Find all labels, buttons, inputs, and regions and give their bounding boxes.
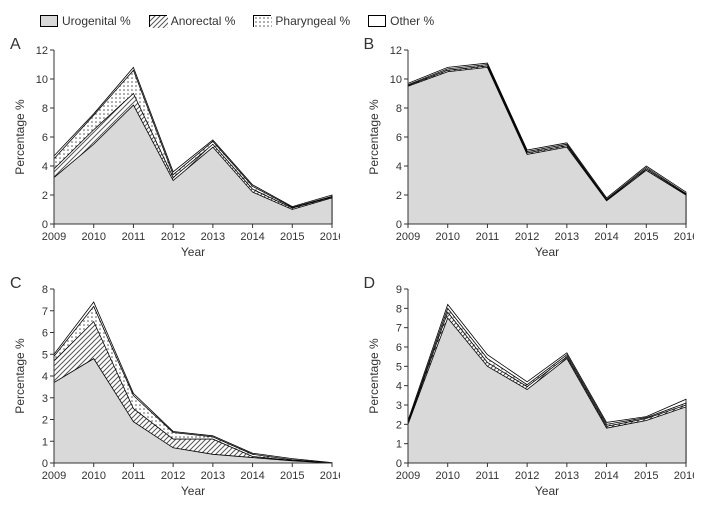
svg-text:12: 12 [389,45,401,57]
panel-label-B: B [364,36,375,54]
svg-text:Percentage %: Percentage % [13,99,27,175]
svg-text:2014: 2014 [240,470,264,482]
svg-text:2010: 2010 [81,470,105,482]
svg-text:2014: 2014 [594,231,618,243]
svg-text:0: 0 [395,219,401,231]
svg-text:3: 3 [395,400,401,412]
chart-grid: A 02468101220092010201120122013201420152… [10,36,699,501]
svg-text:Year: Year [534,245,558,259]
panel-D: D 0 1 2 3 4 5 6 7 8 9 2009 2010 2011 2012 2013 2014 2015… [364,275,700,502]
svg-text:4: 4 [395,161,401,173]
chart-A: 0 2 4 6 8 10 12 2009 2010 2011 2012 2013 2014 2015 201… [10,36,340,260]
chart-B: 0 2 4 6 8 10 12 2009 2010 2011 2012 2013 2014 2015 201… [364,36,694,260]
svg-text:8: 8 [395,103,401,115]
swatch-anorectal [149,15,167,27]
panel-A: A 0 2 4 6 8 10 12 2009 2010 2011 2012 2013 2014 2015 2… [10,36,346,263]
legend-item-anorectal: Anorectal % [149,14,236,28]
svg-text:6: 6 [395,342,401,354]
svg-text:2013: 2013 [554,231,578,243]
legend-item-other: Other % [368,14,434,28]
svg-text:2012: 2012 [514,470,538,482]
svg-text:2016: 2016 [673,470,693,482]
svg-text:7: 7 [395,322,401,334]
chart-D: 0 1 2 3 4 5 6 7 8 9 2009 2010 2011 2012 2013 2014 2015 20… [364,275,694,499]
svg-text:2012: 2012 [514,231,538,243]
svg-text:8: 8 [42,103,48,115]
svg-text:1: 1 [395,438,401,450]
svg-text:4: 4 [42,161,48,173]
svg-text:Percentage %: Percentage % [367,337,381,413]
svg-text:5: 5 [395,361,401,373]
swatch-urogenital [40,15,58,27]
svg-text:Percentage %: Percentage % [13,337,27,413]
svg-text:2011: 2011 [475,231,499,243]
panel-B: B 0 2 4 6 8 10 12 2009 2010 2011 2012 2013 2014 2015 2… [364,36,700,263]
svg-text:8: 8 [42,284,48,296]
svg-text:2012: 2012 [161,231,185,243]
legend-label: Other % [390,14,434,28]
panel-label-C: C [10,275,22,293]
svg-text:10: 10 [36,74,48,86]
svg-text:2016: 2016 [320,231,340,243]
svg-text:7: 7 [42,305,48,317]
svg-text:8: 8 [395,303,401,315]
svg-text:Year: Year [534,484,558,498]
svg-text:0: 0 [395,458,401,470]
svg-text:2009: 2009 [395,470,419,482]
svg-text:2013: 2013 [201,470,225,482]
svg-text:4: 4 [395,380,401,392]
svg-text:2012: 2012 [161,470,185,482]
svg-text:2015: 2015 [634,470,658,482]
svg-text:0: 0 [42,219,48,231]
svg-text:2014: 2014 [240,231,264,243]
svg-text:2014: 2014 [594,470,618,482]
panel-label-D: D [364,275,376,293]
svg-text:2010: 2010 [81,231,105,243]
legend-item-pharyngeal: Pharyngeal % [253,14,350,28]
panel-C: C 0 1 2 3 4 5 6 7 8 2009 2010 2011 2012 2013 2014 2015 2… [10,275,346,502]
legend-item-urogenital: Urogenital % [40,14,131,28]
swatch-pharyngeal [253,15,271,27]
svg-text:2016: 2016 [673,231,693,243]
swatch-other [368,15,386,27]
legend-label: Pharyngeal % [275,14,350,28]
svg-text:5: 5 [42,349,48,361]
svg-text:2: 2 [42,414,48,426]
svg-text:2009: 2009 [42,470,66,482]
svg-text:2: 2 [42,190,48,202]
chart-C: 0 1 2 3 4 5 6 7 8 2009 2010 2011 2012 2013 2014 2015 201… [10,275,340,499]
svg-text:2015: 2015 [280,470,304,482]
svg-text:2013: 2013 [201,231,225,243]
svg-text:0: 0 [42,458,48,470]
svg-text:4: 4 [42,371,48,383]
svg-text:Percentage %: Percentage % [367,99,381,175]
svg-text:9: 9 [395,284,401,296]
svg-text:2015: 2015 [280,231,304,243]
svg-text:3: 3 [42,392,48,404]
panel-label-A: A [10,36,21,54]
svg-text:1: 1 [42,436,48,448]
svg-text:2: 2 [395,190,401,202]
svg-text:12: 12 [36,45,48,57]
svg-text:2016: 2016 [320,470,340,482]
legend-label: Urogenital % [62,14,131,28]
svg-text:2011: 2011 [475,470,499,482]
svg-text:2015: 2015 [634,231,658,243]
svg-text:2009: 2009 [42,231,66,243]
svg-text:2011: 2011 [122,470,146,482]
svg-text:2010: 2010 [435,231,459,243]
svg-text:2011: 2011 [122,231,146,243]
svg-text:Year: Year [181,484,205,498]
svg-text:6: 6 [395,132,401,144]
legend-label: Anorectal % [171,14,236,28]
svg-text:2: 2 [395,419,401,431]
svg-text:10: 10 [389,74,401,86]
svg-text:2010: 2010 [435,470,459,482]
svg-text:6: 6 [42,327,48,339]
svg-text:6: 6 [42,132,48,144]
legend: Urogenital % Anorectal % Pharyngeal % Ot… [10,10,699,36]
svg-text:2013: 2013 [554,470,578,482]
svg-text:2009: 2009 [395,231,419,243]
svg-text:Year: Year [181,245,205,259]
